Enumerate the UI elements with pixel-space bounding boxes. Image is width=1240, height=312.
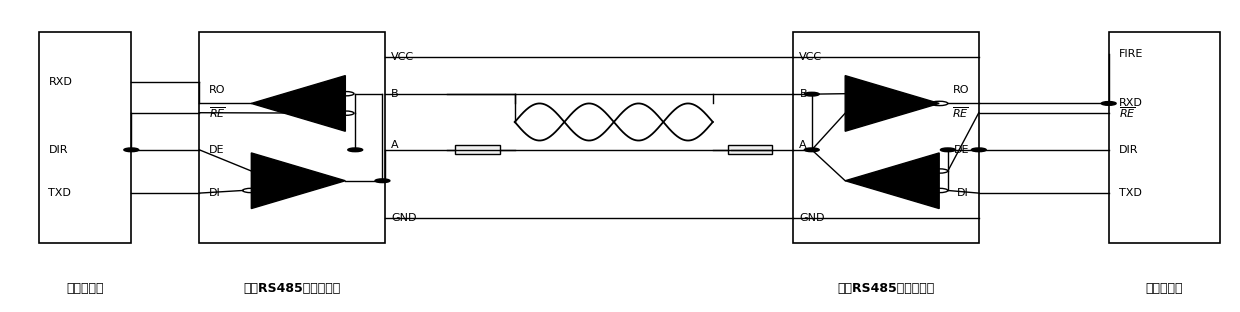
Text: $\overline{RE}$: $\overline{RE}$ [210,105,226,120]
Text: TXD: TXD [48,188,71,198]
Text: RXD: RXD [48,77,72,87]
Text: RXD: RXD [1118,98,1142,109]
Circle shape [940,148,955,152]
Text: DI: DI [957,188,968,198]
Polygon shape [252,153,345,208]
Circle shape [1101,102,1116,105]
Text: A: A [800,140,807,150]
Text: $\overline{RE}$: $\overline{RE}$ [952,105,968,120]
Text: DI: DI [210,188,221,198]
Bar [455,145,500,154]
Text: VCC: VCC [391,52,414,62]
Polygon shape [846,153,939,208]
Text: RO: RO [210,85,226,95]
Text: GND: GND [391,213,417,223]
Polygon shape [846,76,939,131]
Text: 第二RS485总线驱动器: 第二RS485总线驱动器 [837,282,935,295]
Text: 第一RS485总线驱动器: 第一RS485总线驱动器 [243,282,341,295]
Text: DIR: DIR [1118,145,1138,155]
Text: GND: GND [800,213,825,223]
Text: TXD: TXD [1118,188,1142,198]
Text: A: A [391,140,399,150]
Bar [38,32,131,243]
Text: DIR: DIR [48,145,68,155]
Text: DE: DE [210,145,224,155]
Circle shape [347,148,362,152]
Circle shape [124,148,139,152]
Bar [728,145,773,154]
Circle shape [805,92,820,96]
Circle shape [805,148,820,152]
Text: RO: RO [952,85,968,95]
Text: VCC: VCC [800,52,822,62]
Bar [794,32,978,243]
Polygon shape [252,76,345,131]
Bar [1109,32,1220,243]
Text: FIRE: FIRE [1118,49,1143,59]
Text: $\overline{RE}$: $\overline{RE}$ [1118,105,1136,120]
Text: B: B [800,89,807,99]
Text: 接收控制板: 接收控制板 [66,282,104,295]
Circle shape [971,148,986,152]
Text: 发射控制板: 发射控制板 [1146,282,1183,295]
Bar [200,32,384,243]
Circle shape [374,179,389,183]
Text: B: B [391,89,399,99]
Text: DE: DE [954,145,968,155]
